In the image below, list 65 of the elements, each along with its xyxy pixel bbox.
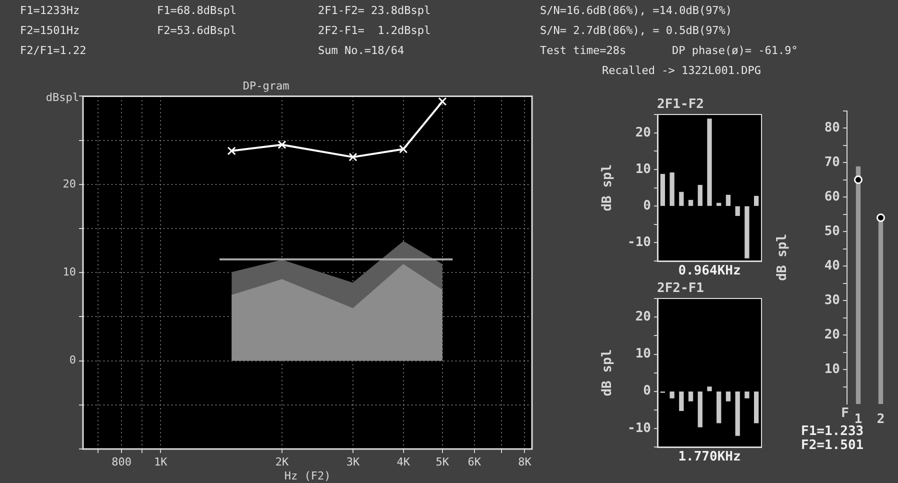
chart-title: DP-gram: [242, 79, 290, 92]
text: Sum No.=18/64: [318, 44, 404, 57]
text: DP phase(ø)= -61.9°: [672, 44, 798, 57]
bar: [744, 206, 750, 258]
x-tick-label: 8K: [518, 455, 532, 468]
x-tick-label: 2: [876, 412, 885, 428]
x-tick-label: 2K: [275, 455, 289, 468]
x-tick-label: 3K: [346, 455, 360, 468]
bar: [660, 174, 666, 206]
y-tick-label: 30: [824, 292, 840, 308]
y-tick-label: 60: [824, 189, 840, 204]
text: 2F1-F2= 23.8dBspl: [318, 4, 431, 17]
y-tick-label: 0: [643, 198, 652, 214]
x-axis-title: 1.770KHz: [678, 450, 741, 465]
bar: [679, 192, 684, 206]
text: F2/F1=1.22: [20, 44, 86, 57]
text: F1=1233Hz: [20, 4, 80, 17]
y-axis-title: dB spl: [600, 349, 616, 396]
text: F2=1501Hz: [20, 24, 80, 37]
y-tick-label: 40: [824, 258, 840, 274]
x-tick-label: 5K: [436, 455, 450, 468]
text: Recalled -> 1322L001.DPG: [602, 64, 761, 77]
y-tick-label: 10: [824, 362, 840, 377]
bar: [688, 200, 694, 206]
y-tick-label: 10: [635, 162, 652, 177]
y-tick-label: 20: [635, 310, 652, 325]
x-tick-label: 1K: [154, 455, 168, 468]
y-axis-title: dB spl: [600, 164, 616, 212]
x-tick-label: 6K: [468, 455, 482, 468]
y-tick-label: 80: [824, 120, 840, 136]
y-tick-label: 10: [635, 346, 652, 362]
bar: [698, 184, 702, 206]
y-tick-label: 20: [635, 125, 652, 140]
y-tick-label: 70: [824, 154, 840, 170]
bar: [754, 196, 759, 206]
x-tick-label: 800: [112, 455, 132, 468]
text: F1=68.8dBspl: [157, 4, 236, 17]
chart-title: 2F1-F2: [657, 97, 704, 112]
text: F2=1.501: [801, 438, 864, 453]
y-tick-label: -10: [628, 235, 652, 250]
y-tick-label: 20: [824, 327, 840, 342]
text: Test time=28s: [540, 44, 626, 57]
x-axis-title: 0.964KHz: [678, 264, 741, 279]
chart-title: 2F2-F1: [657, 281, 704, 296]
y-tick-label: 50: [824, 224, 840, 239]
text: S/N= 2.7dB(86%), = 0.5dB(97%): [540, 24, 732, 37]
text: 2F2-F1= 1.2dBspl: [318, 24, 431, 37]
y-tick-label: 0: [69, 354, 76, 367]
y-tick-label: 0: [643, 384, 652, 399]
text: S/N=16.6dB(86%), =14.0dB(97%): [540, 4, 732, 17]
y-tick-label: 10: [62, 265, 76, 278]
x-axis-title: F: [841, 406, 850, 421]
text: F1=1.233: [801, 424, 864, 439]
x-axis-title: Hz (F2): [284, 469, 331, 482]
text: F2=53.6dBspl: [157, 24, 236, 37]
bar: [716, 202, 722, 206]
y-tick-label: 20: [62, 177, 76, 190]
bar: [735, 206, 740, 216]
bar: [726, 194, 731, 206]
y-axis-title: dBspl: [46, 91, 79, 104]
x-tick-label: 4K: [396, 455, 410, 468]
y-tick-label: -10: [628, 420, 652, 436]
y-axis-title: dB spl: [775, 234, 790, 281]
bar: [707, 118, 712, 206]
bar: [670, 172, 674, 206]
